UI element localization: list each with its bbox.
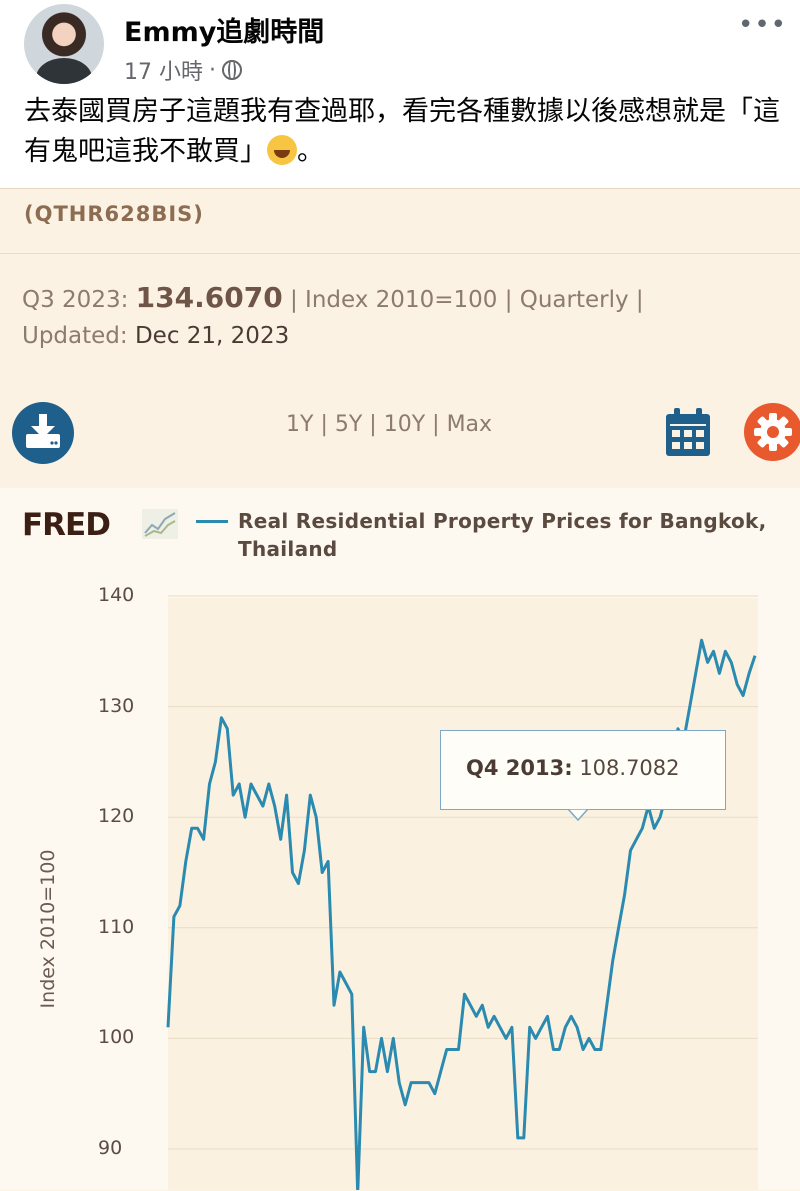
range-1y[interactable]: 1Y (286, 412, 314, 437)
meta-separator: · (209, 57, 216, 83)
updated-label: Updated: (22, 323, 128, 349)
tooltip-text: Q4 2013: 108.7082 (466, 756, 680, 780)
post-body: 去泰國買房子這題我有查過耶，看完各種數據以後感想就是「這有鬼吧這我不敢買」 (24, 96, 780, 167)
range-separator: | (369, 412, 377, 437)
post-time[interactable]: 17 小時 (124, 60, 203, 85)
plot-area[interactable] (168, 598, 758, 1190)
range-5y[interactable]: 5Y (334, 412, 363, 437)
tooltip-label: Q4 2013: (466, 756, 573, 780)
legend-swatch (196, 520, 228, 523)
units-frequency: | Index 2010=100 | Quarterly | (289, 287, 644, 313)
fred-logo: FRED (22, 507, 111, 543)
latest-period: Q3 2023: (22, 287, 129, 313)
chart-title: Real Residential Property Prices for Ban… (238, 509, 767, 561)
updated-value: Dec 21, 2023 (134, 323, 290, 349)
more-options-icon[interactable]: ••• (738, 10, 788, 40)
y-axis-title: Index 2010=100 (37, 849, 59, 1009)
series-id: (QTHR628BIS) (24, 202, 204, 226)
updated-date: Updated: Dec 21, 2023 (22, 323, 289, 349)
range-max[interactable]: Max (446, 412, 493, 437)
post-meta: 17 小時 · (124, 54, 242, 86)
date-range-selector: 1Y | 5Y | 10Y | Max (286, 412, 492, 437)
chart-tooltip (440, 730, 726, 810)
latest-value: 134.6070 (135, 281, 283, 314)
calendar-icon[interactable] (666, 408, 710, 456)
y-tick-label: 100 (98, 1026, 135, 1049)
latest-observation: Q3 2023: 134.6070 | Index 2010=100 | Qua… (22, 281, 644, 314)
y-tick-label: 90 (98, 1137, 123, 1159)
author-name[interactable]: Emmy追劇時間 (124, 17, 325, 48)
author-avatar[interactable] (24, 4, 104, 84)
range-separator: | (320, 412, 328, 437)
face-with-tears-of-joy-icon (267, 135, 297, 165)
post-text-end: 。 (297, 136, 324, 167)
globe-icon[interactable] (222, 60, 242, 80)
fred-logo-graph-icon (142, 509, 178, 539)
download-icon[interactable] (12, 402, 74, 464)
post-text: 去泰國買房子這題我有查過耶，看完各種數據以後感想就是「這有鬼吧這我不敢買」。 (24, 92, 784, 172)
y-tick-label: 110 (98, 915, 135, 938)
divider (0, 253, 800, 254)
settings-gear-icon[interactable] (742, 401, 800, 463)
y-tick-label: 140 (98, 584, 135, 606)
tooltip-value: 108.7082 (579, 756, 680, 780)
y-tick-label: 120 (98, 805, 135, 828)
range-separator: | (432, 412, 440, 437)
y-tick-label: 130 (98, 694, 135, 717)
range-10y[interactable]: 10Y (383, 412, 426, 437)
